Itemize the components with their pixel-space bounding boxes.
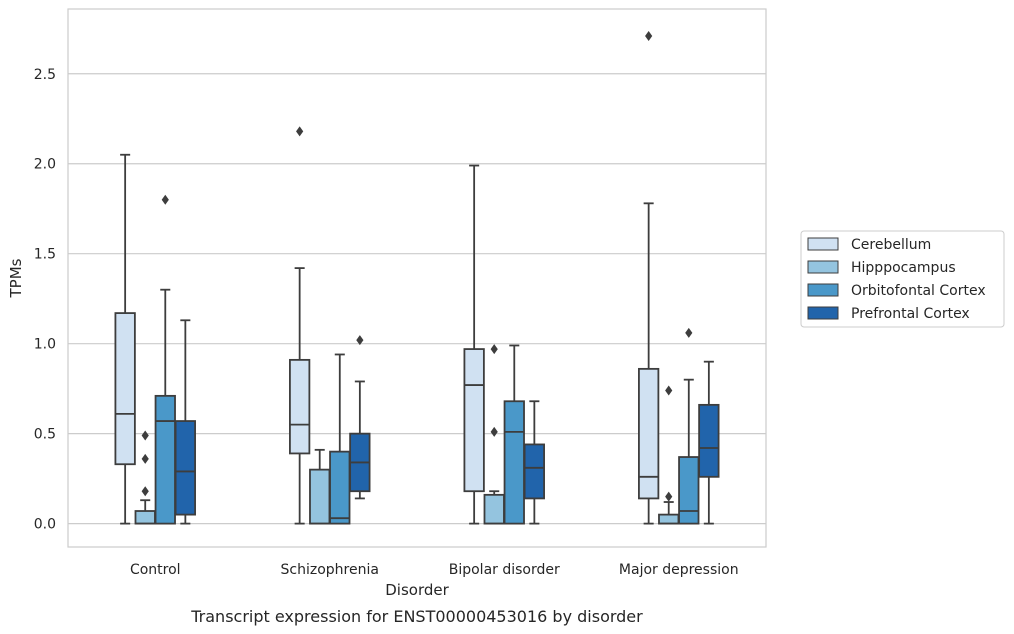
legend-swatch — [807, 237, 839, 251]
x-axis-label: Disorder — [385, 581, 449, 599]
box-iqr — [638, 367, 660, 500]
y-tick-label: 2.5 — [34, 67, 56, 83]
outlier-point — [490, 426, 498, 437]
box-1-2 — [483, 344, 505, 525]
legend-label: Orbitofontal Cortex — [851, 283, 986, 299]
legend-swatch — [807, 306, 839, 320]
y-tick-label: 1.5 — [34, 247, 56, 263]
outlier-point — [665, 385, 673, 396]
x-tick-label: Major depression — [619, 562, 739, 578]
x-tick-label: Bipolar disorder — [449, 562, 560, 578]
legend-label: Prefrontal Cortex — [851, 306, 970, 322]
box-series — [114, 30, 720, 525]
legend-label: Cerebellum — [851, 237, 931, 253]
y-axis-label: TPMs — [7, 258, 25, 298]
legend: Cerebellum Hipppocampus Orbitofontal Corte… — [800, 230, 1005, 328]
box-iqr — [678, 456, 700, 525]
legend-frame — [800, 230, 1005, 328]
outlier-point — [141, 453, 149, 464]
box-2-1 — [329, 353, 351, 525]
box-iqr — [309, 468, 331, 525]
outlier-point — [296, 126, 304, 137]
outlier-point — [141, 486, 149, 497]
box-iqr — [658, 513, 680, 525]
box-3-3 — [698, 360, 720, 525]
box-2-2 — [503, 344, 525, 525]
legend-swatch — [807, 283, 839, 297]
box-iqr — [114, 312, 136, 466]
box-iqr — [329, 450, 351, 525]
box-iqr — [698, 403, 720, 478]
outlier-point — [685, 327, 693, 338]
box-3-2 — [523, 400, 545, 525]
y-tick-label: 1.0 — [34, 337, 56, 353]
box-iqr — [463, 348, 485, 493]
legend-label: Hipppocampus — [851, 260, 956, 276]
box-iqr — [154, 394, 176, 525]
box-iqr — [134, 510, 156, 525]
box-iqr — [523, 443, 545, 500]
box-iqr — [503, 400, 525, 525]
outlier-point — [665, 491, 673, 502]
outlier-point — [356, 335, 364, 346]
box-0-1 — [289, 126, 311, 525]
y-tick-labels: 0.0 0.5 1.0 1.5 2.0 2.5 — [34, 67, 56, 533]
y-tick-label: 2.0 — [34, 157, 56, 173]
box-2-3 — [678, 327, 700, 525]
box-3-1 — [349, 335, 371, 500]
box-1-1 — [309, 448, 331, 525]
box-iqr — [483, 493, 505, 525]
y-tick-label: 0.0 — [34, 517, 56, 533]
x-tick-label: Control — [130, 562, 181, 578]
x-tick-label: Schizophrenia — [281, 562, 379, 578]
outlier-point — [141, 430, 149, 441]
box-1-3 — [658, 385, 680, 525]
plot-frame — [67, 8, 767, 548]
x-tick-labels: Control Schizophrenia Bipolar disorder Majo… — [130, 562, 739, 578]
box-0-0 — [114, 153, 136, 525]
box-iqr — [289, 358, 311, 455]
box-0-2 — [463, 164, 485, 525]
outlier-point — [161, 194, 169, 205]
box-2-0 — [154, 194, 176, 525]
box-0-3 — [638, 30, 660, 525]
y-tick-label: 0.5 — [34, 427, 56, 443]
outlier-point — [645, 30, 653, 41]
box-iqr — [174, 420, 196, 516]
legend-swatch — [807, 260, 839, 274]
chart-caption: Transcript expression for ENST0000045301… — [190, 607, 643, 626]
outlier-point — [490, 344, 498, 355]
box-3-0 — [174, 319, 196, 525]
